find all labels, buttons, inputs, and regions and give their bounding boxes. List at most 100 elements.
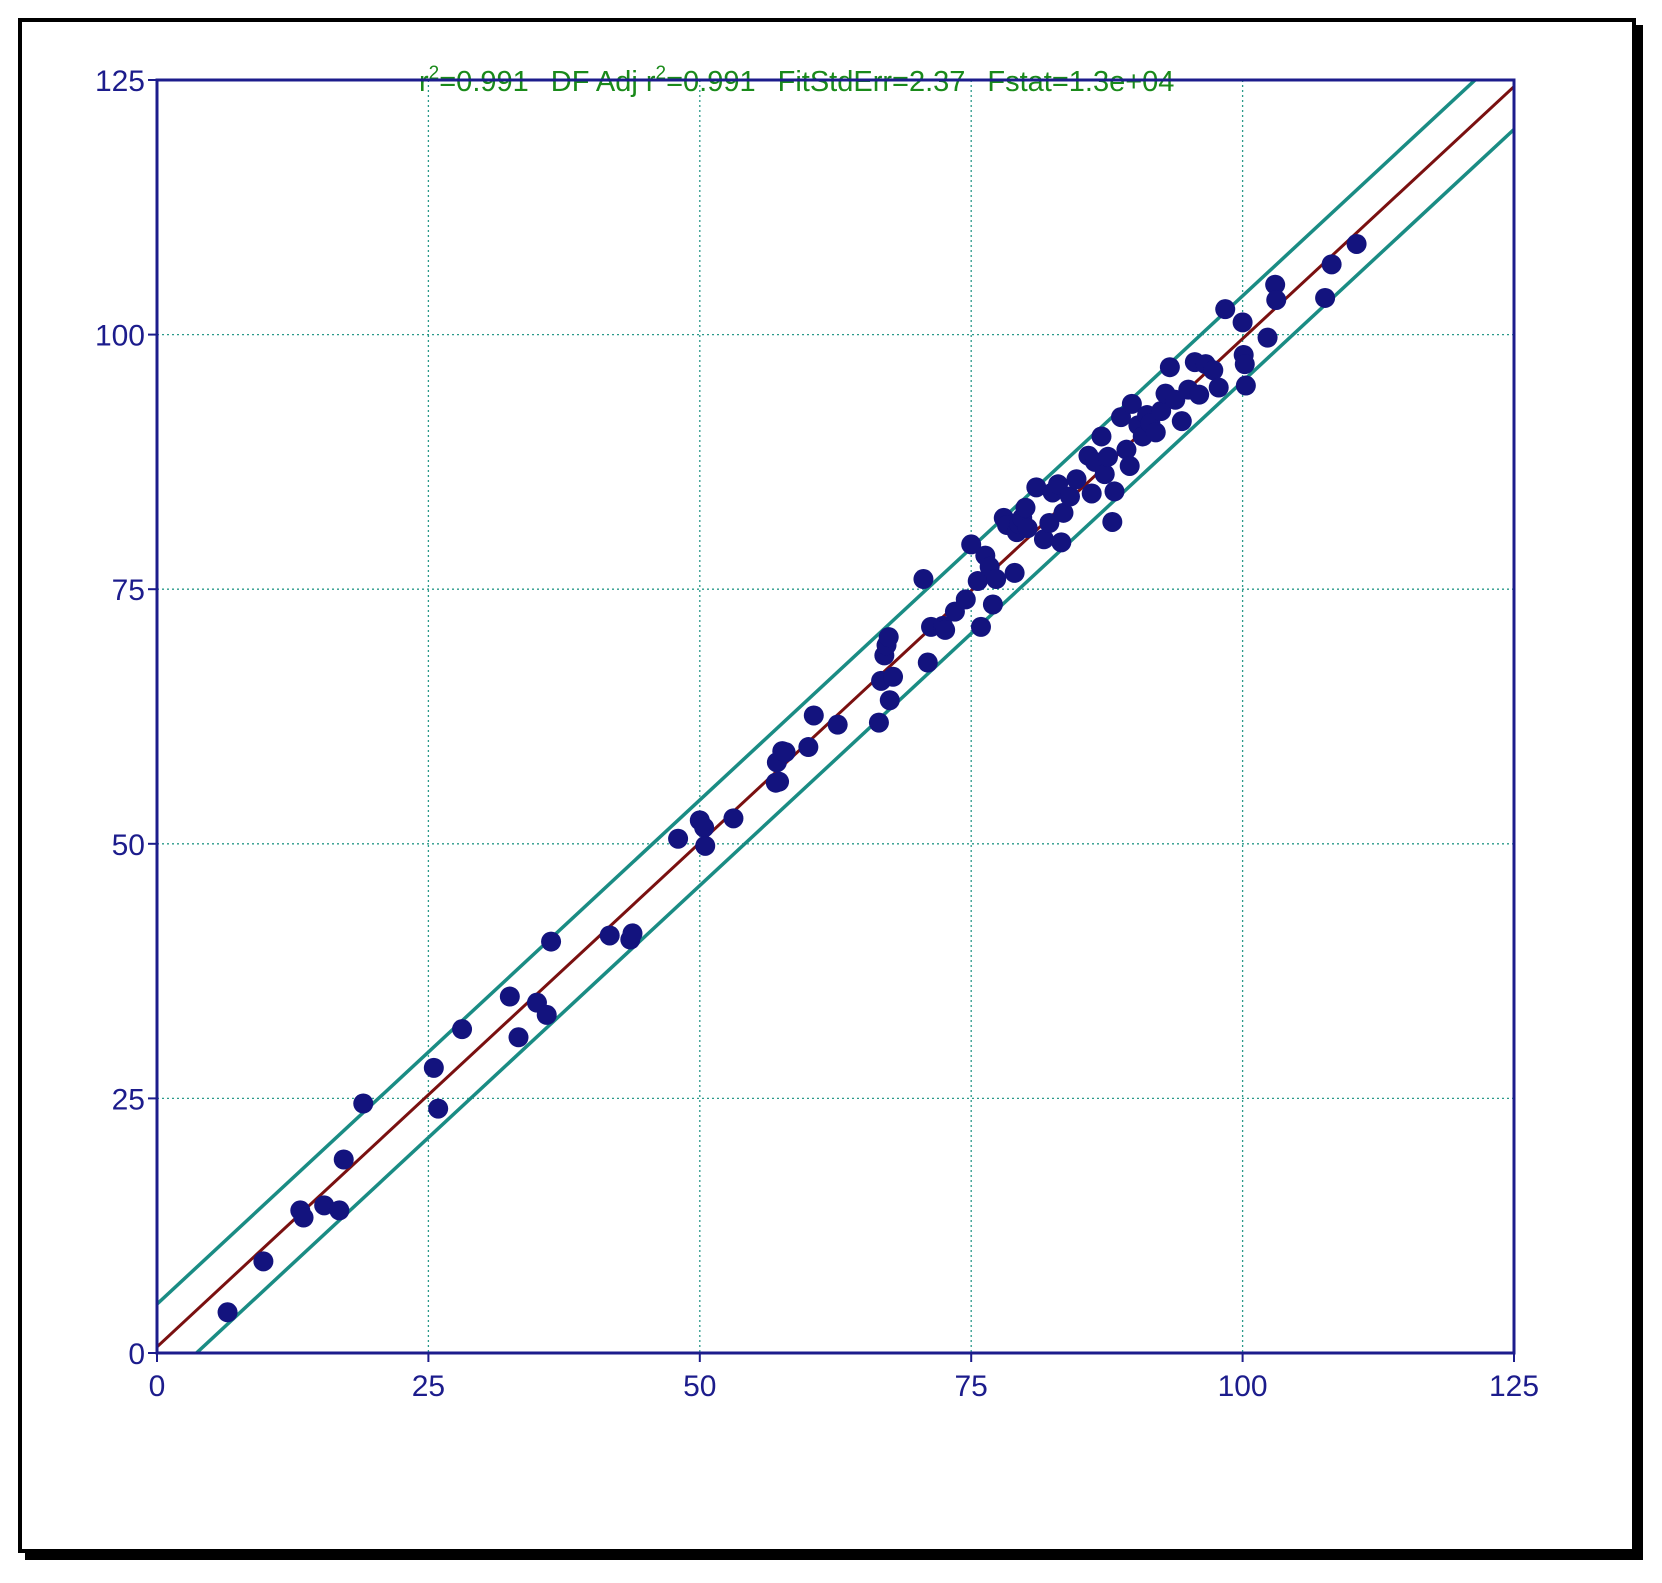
grid-lines — [157, 80, 1514, 1353]
data-point-1 — [253, 1251, 274, 1272]
r2-superscript: 2 — [429, 63, 440, 84]
data-point-98 — [1215, 299, 1236, 320]
data-point-0 — [217, 1302, 238, 1323]
data-point-81 — [1121, 393, 1142, 414]
data-point-76 — [1102, 511, 1123, 532]
data-point-47 — [967, 571, 988, 592]
data-point-75 — [1097, 446, 1118, 467]
data-point-9 — [428, 1098, 449, 1119]
fit-std-err: FitStdErr=2.37 — [778, 66, 966, 98]
x-tick-label-0: 0 — [149, 1370, 166, 1403]
data-point-78 — [1111, 407, 1132, 428]
y-tick-label-1: 25 — [112, 1083, 145, 1116]
data-point-18 — [622, 923, 643, 944]
data-point-103 — [1257, 327, 1278, 348]
data-point-38 — [883, 666, 904, 687]
data-point-3 — [293, 1207, 314, 1228]
data-point-5 — [329, 1200, 350, 1221]
data-point-22 — [695, 835, 716, 856]
data-point-106 — [1315, 287, 1336, 308]
data-point-39 — [913, 569, 934, 590]
data-point-105 — [1266, 289, 1287, 310]
data-point-48 — [970, 616, 991, 637]
data-point-29 — [798, 737, 819, 758]
r2-label: r — [419, 66, 429, 98]
data-point-21 — [694, 817, 715, 838]
data-point-23 — [723, 808, 744, 829]
data-point-16 — [599, 925, 620, 946]
data-point-14 — [536, 1004, 557, 1025]
data-point-59 — [1015, 497, 1036, 518]
data-point-71 — [1081, 483, 1102, 504]
data-point-99 — [1232, 312, 1253, 333]
data-point-40 — [917, 652, 938, 673]
data-point-104 — [1265, 274, 1286, 295]
fstat: Fstat=1.3e+04 — [987, 66, 1174, 98]
data-point-97 — [1208, 377, 1229, 398]
data-point-60 — [1017, 518, 1038, 539]
fit-statistics: r2=0.991 DF Adj r2=0.991 FitStdErr=2.37 Fst… — [419, 63, 1174, 98]
x-tick-label-3: 75 — [955, 1370, 988, 1403]
adj-r2-label: DF Adj r — [551, 66, 656, 98]
data-point-86 — [1145, 422, 1166, 443]
data-point-6 — [333, 1149, 354, 1170]
data-point-4 — [314, 1195, 335, 1216]
data-point-87 — [1151, 400, 1172, 421]
data-point-52 — [986, 569, 1007, 590]
data-point-77 — [1104, 481, 1125, 502]
data-point-7 — [353, 1093, 374, 1114]
data-point-31 — [827, 714, 848, 735]
x-tick-label-4: 100 — [1218, 1370, 1268, 1403]
data-point-108 — [1346, 233, 1367, 254]
x-tick-label-5: 125 — [1489, 1370, 1539, 1403]
data-point-73 — [1091, 426, 1112, 447]
data-point-30 — [803, 705, 824, 726]
data-point-79 — [1116, 439, 1137, 460]
data-point-74 — [1094, 464, 1115, 485]
data-point-19 — [668, 828, 689, 849]
data-points — [217, 233, 1367, 1323]
y-tick-label-2: 50 — [112, 829, 145, 862]
y-tick-label-0: 0 — [128, 1338, 145, 1371]
data-point-15 — [541, 931, 562, 952]
data-point-55 — [1004, 562, 1025, 583]
data-point-51 — [982, 594, 1003, 615]
data-point-101 — [1234, 354, 1255, 375]
data-point-43 — [935, 619, 956, 640]
y-tick-label-5: 125 — [95, 65, 145, 98]
data-point-89 — [1159, 357, 1180, 378]
data-point-32 — [868, 712, 889, 733]
x-tick-label-1: 25 — [412, 1370, 445, 1403]
data-point-61 — [1026, 477, 1047, 498]
data-point-80 — [1119, 455, 1140, 476]
y-tick-label-3: 75 — [112, 574, 145, 607]
adj-r2-value: =0.991 — [666, 66, 756, 98]
tick-labels: 0 25 50 75 100 125 0 25 50 75 100 125 — [95, 65, 1539, 1403]
lower-prediction-band — [193, 128, 1514, 1353]
data-point-68 — [1059, 486, 1080, 507]
adj-r2-superscript: 2 — [656, 63, 667, 84]
data-point-63 — [1039, 513, 1060, 534]
plot-border — [155, 78, 1516, 1355]
data-point-37 — [879, 690, 900, 711]
x-tick-label-2: 50 — [683, 1370, 716, 1403]
chart-frame: r2=0.991 DF Adj r2=0.991 FitStdErr=2.37 Fst… — [18, 18, 1636, 1553]
upper-prediction-band — [157, 80, 1478, 1306]
data-point-12 — [508, 1027, 529, 1048]
data-point-26 — [769, 771, 790, 792]
data-point-62 — [1033, 529, 1054, 550]
data-point-46 — [961, 534, 982, 555]
scatter-chart: r2=0.991 DF Adj r2=0.991 FitStdErr=2.37 Fst… — [95, 63, 1539, 1403]
data-point-107 — [1321, 254, 1342, 275]
prediction-bands — [157, 80, 1514, 1353]
data-point-69 — [1066, 469, 1087, 490]
data-point-36 — [878, 627, 899, 648]
data-point-45 — [955, 589, 976, 610]
plot-axes — [148, 78, 1516, 1362]
r2-value: =0.991 — [439, 66, 529, 98]
data-point-8 — [423, 1057, 444, 1078]
data-point-91 — [1171, 411, 1192, 432]
data-point-10 — [452, 1019, 473, 1040]
data-point-67 — [1053, 502, 1074, 523]
data-point-66 — [1051, 532, 1072, 553]
